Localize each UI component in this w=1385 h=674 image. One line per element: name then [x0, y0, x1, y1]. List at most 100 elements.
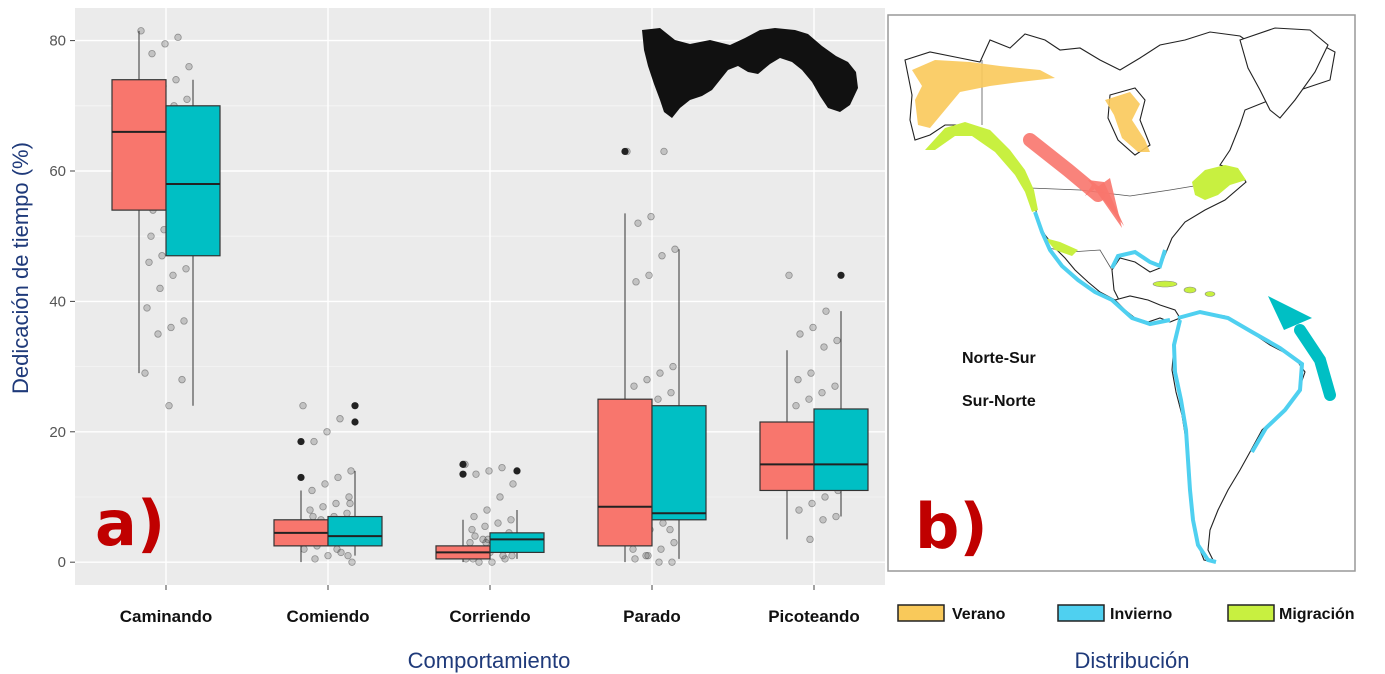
jitter-point: [185, 62, 193, 71]
outlier-point: [621, 147, 629, 156]
jitter-point: [345, 493, 353, 501]
jitter-point: [319, 503, 327, 511]
jitter-point: [154, 330, 162, 338]
jitter-point: [501, 555, 509, 563]
jitter-point: [143, 304, 151, 312]
jitter-point: [832, 512, 840, 521]
y-tick-label: 20: [49, 424, 66, 441]
jitter-point: [148, 49, 156, 58]
jitter-point: [808, 499, 816, 508]
jitter-point: [833, 336, 841, 345]
jitter-point: [668, 558, 676, 566]
jitter-point: [333, 545, 341, 553]
jitter-point: [498, 463, 506, 472]
jitter-point: [306, 506, 314, 514]
outlier-point: [351, 418, 359, 426]
jitter-point: [299, 402, 307, 410]
outlier-point: [297, 473, 305, 482]
legend-label-verano: Verano: [952, 606, 1006, 623]
jitter-point: [343, 509, 351, 517]
outlier-point: [297, 437, 305, 446]
box-norte-sur: [597, 398, 653, 547]
outlier-point: [837, 271, 845, 279]
jitter-point: [644, 551, 652, 560]
jitter-point: [481, 522, 489, 531]
jitter-point: [332, 499, 340, 508]
jitter-point: [172, 76, 180, 84]
jitter-point: [337, 548, 345, 557]
season-legend: Verano Invierno Migración: [897, 604, 1355, 623]
jitter-point: [795, 506, 803, 514]
x-tick-label-parado: Parado: [623, 607, 681, 626]
legend-key-invierno: [1057, 604, 1105, 622]
jitter-point: [310, 437, 318, 446]
x-axis-ticks: Caminando Comiendo Corriendo Parado Picotean…: [120, 585, 860, 626]
jitter-point: [807, 369, 815, 377]
jitter-point: [655, 558, 663, 566]
box-norte-sur: [111, 79, 167, 211]
jitter-point: [309, 512, 317, 521]
jitter-point: [336, 415, 344, 423]
outlier-point: [459, 460, 467, 468]
jitter-point: [165, 402, 173, 410]
jitter-point: [818, 388, 826, 397]
jitter-point: [347, 467, 355, 475]
legend-key-migracion: [1227, 604, 1275, 622]
jitter-point: [468, 525, 476, 534]
jitter-point: [805, 395, 813, 403]
jitter-point: [334, 473, 342, 482]
boxplots: [111, 30, 869, 563]
jitter-point: [472, 470, 480, 478]
jitter-point: [344, 551, 352, 560]
jitter-point: [183, 95, 191, 103]
jitter-point: [670, 538, 678, 547]
jitter-point: [496, 493, 504, 501]
jitter-point: [645, 271, 653, 280]
jitter-point: [482, 538, 490, 547]
jitter-point: [470, 512, 478, 521]
outlier-point: [351, 402, 359, 410]
legend-label-migracion: Migración: [1279, 606, 1355, 623]
jitter-point: [346, 499, 354, 508]
jitter-point: [507, 516, 515, 524]
jitter-point: [174, 33, 182, 42]
legend-label-invierno: Invierno: [1110, 606, 1172, 623]
jitter-point: [180, 317, 188, 325]
x-tick-label-corriendo: Corriendo: [449, 607, 530, 626]
jitter-point: [311, 555, 319, 563]
outlier-point: [513, 467, 521, 475]
panel-label-a: a): [95, 487, 165, 560]
box-sur-norte: [489, 532, 545, 554]
jitter-point: [483, 506, 491, 514]
jitter-point: [658, 252, 666, 260]
jitter-point: [657, 545, 665, 553]
x-tick-label-caminando: Caminando: [120, 607, 213, 626]
jitter-point: [479, 535, 487, 544]
jitter-point: [348, 558, 356, 566]
jitter-point: [475, 558, 483, 566]
jitter-point: [488, 558, 496, 566]
jitter-point: [145, 258, 153, 266]
jitter-point: [806, 535, 814, 544]
jitter-point: [158, 252, 166, 260]
jitter-point: [508, 551, 516, 560]
jitter-point: [656, 369, 664, 377]
jitter-point: [509, 480, 517, 488]
jitter-point: [300, 545, 308, 553]
jitter-point: [821, 493, 829, 501]
jitter-point: [642, 551, 650, 560]
jitter-point: [634, 219, 642, 227]
jitter-point: [822, 307, 830, 315]
jitter-point: [820, 343, 828, 351]
jitter-point: [631, 555, 639, 563]
jitter-point: [659, 519, 667, 527]
jitter-point: [792, 402, 800, 410]
jitter-point: [161, 40, 169, 48]
jitter-point: [629, 545, 637, 553]
jitter-point: [647, 212, 655, 221]
y-tick-label: 0: [58, 554, 66, 571]
jitter-point: [308, 486, 316, 495]
jitter-point: [667, 388, 675, 397]
box-norte-sur: [759, 421, 815, 492]
